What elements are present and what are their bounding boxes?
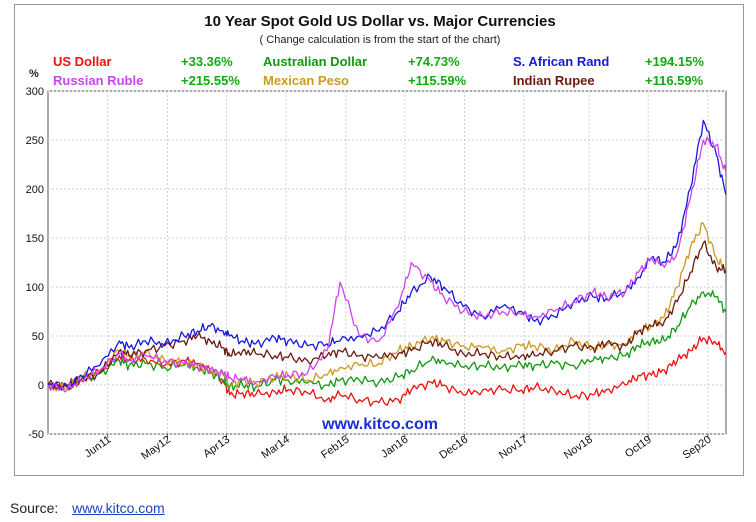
- legend-entry: Australian Dollar: [263, 54, 367, 69]
- y-tick-label: 50: [32, 331, 44, 343]
- y-tick-label: -50: [28, 429, 44, 441]
- x-tick-label: Dec16: [437, 434, 470, 462]
- x-tick-label: Nov17: [497, 434, 530, 462]
- y-tick-label: 300: [26, 86, 44, 98]
- legend-change: +74.73%: [408, 54, 460, 69]
- legend-change: +215.55%: [181, 73, 240, 88]
- legend-change: +33.36%: [181, 54, 233, 69]
- x-tick-label: Nov18: [562, 434, 595, 462]
- source-line: Source: www.kitco.com: [10, 500, 165, 516]
- chart-subtitle: ( Change calculation is from the start o…: [260, 34, 501, 46]
- x-tick-label: Sep20: [681, 434, 714, 462]
- source-label: Source:: [10, 500, 59, 516]
- chart-title: 10 Year Spot Gold US Dollar vs. Major Cu…: [204, 13, 556, 30]
- series-line-russian-ruble: [47, 136, 727, 393]
- legend-entry: Indian Rupee: [513, 73, 595, 88]
- plot-area: [47, 90, 727, 435]
- x-tick-label: Feb15: [319, 434, 351, 462]
- y-tick-label: 250: [26, 135, 44, 147]
- legend-change: +194.15%: [645, 54, 704, 69]
- y-tick-label: 200: [26, 184, 44, 196]
- chart-frame: 10 Year Spot Gold US Dollar vs. Major Cu…: [14, 4, 744, 476]
- x-tick-label: Apr13: [201, 434, 232, 461]
- y-tick-label: 100: [26, 282, 44, 294]
- legend-entry: S. African Rand: [513, 54, 609, 69]
- series-line-australian-dollar: [47, 290, 727, 392]
- y-axis-label: %: [29, 68, 39, 80]
- x-tick-label: Oct19: [623, 434, 654, 461]
- watermark: www.kitco.com: [321, 416, 438, 433]
- legend-entry: US Dollar: [53, 54, 112, 69]
- series-line-s-african-rand: [47, 119, 727, 391]
- y-tick-label: 150: [26, 233, 44, 245]
- x-tick-label: May12: [139, 434, 173, 463]
- y-tick-label: 0: [38, 380, 44, 392]
- legend-entry: Mexican Peso: [263, 73, 349, 88]
- series-lines: [47, 119, 727, 407]
- legend-change: +116.59%: [645, 73, 704, 88]
- legend-entry: Russian Ruble: [53, 73, 143, 88]
- x-tick-label: Jan16: [379, 434, 410, 461]
- gridlines: [47, 90, 727, 435]
- gold-vs-currencies-chart: 10 Year Spot Gold US Dollar vs. Major Cu…: [26, 13, 727, 463]
- x-tick-label: Jun11: [83, 434, 114, 461]
- series-line-mexican-peso: [47, 222, 727, 392]
- legend: US Dollar +33.36% Australian Dollar +74.73%…: [53, 54, 704, 88]
- series-line-indian-rupee: [47, 240, 727, 391]
- legend-change: +115.59%: [408, 73, 467, 88]
- x-tick-label: Mar14: [259, 434, 291, 462]
- source-link[interactable]: www.kitco.com: [72, 500, 165, 516]
